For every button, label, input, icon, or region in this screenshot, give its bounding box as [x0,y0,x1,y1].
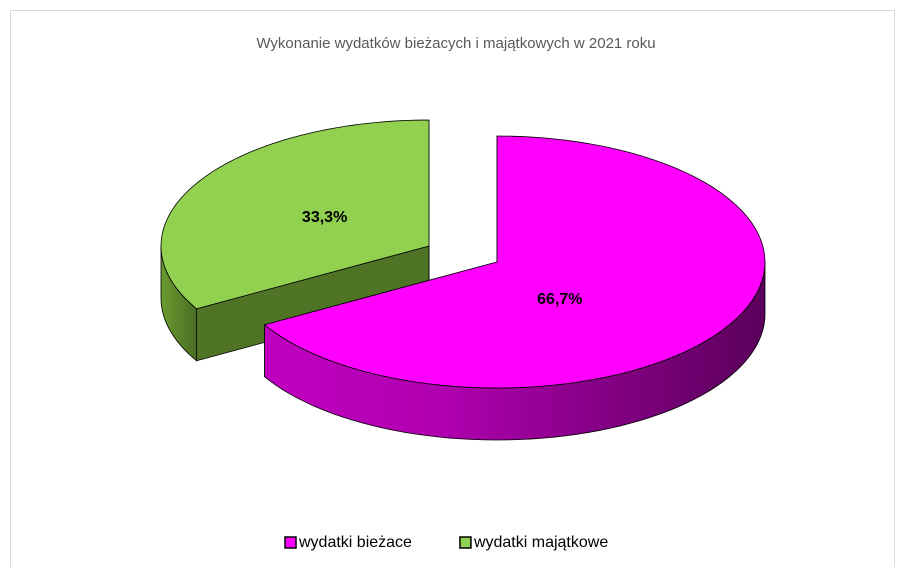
legend-label: wydatki bieżace [298,534,412,551]
legend-swatch [459,536,472,549]
legend-label: wydatki majątkowe [473,534,608,551]
data-label: 33,3% [302,209,347,226]
slice [263,135,766,389]
legend-swatch [284,536,297,549]
chart-title: Wykonanie wydatków bieżacych i majątkowy… [256,35,655,52]
data-label: 66,7% [537,291,582,308]
slice [160,119,430,310]
